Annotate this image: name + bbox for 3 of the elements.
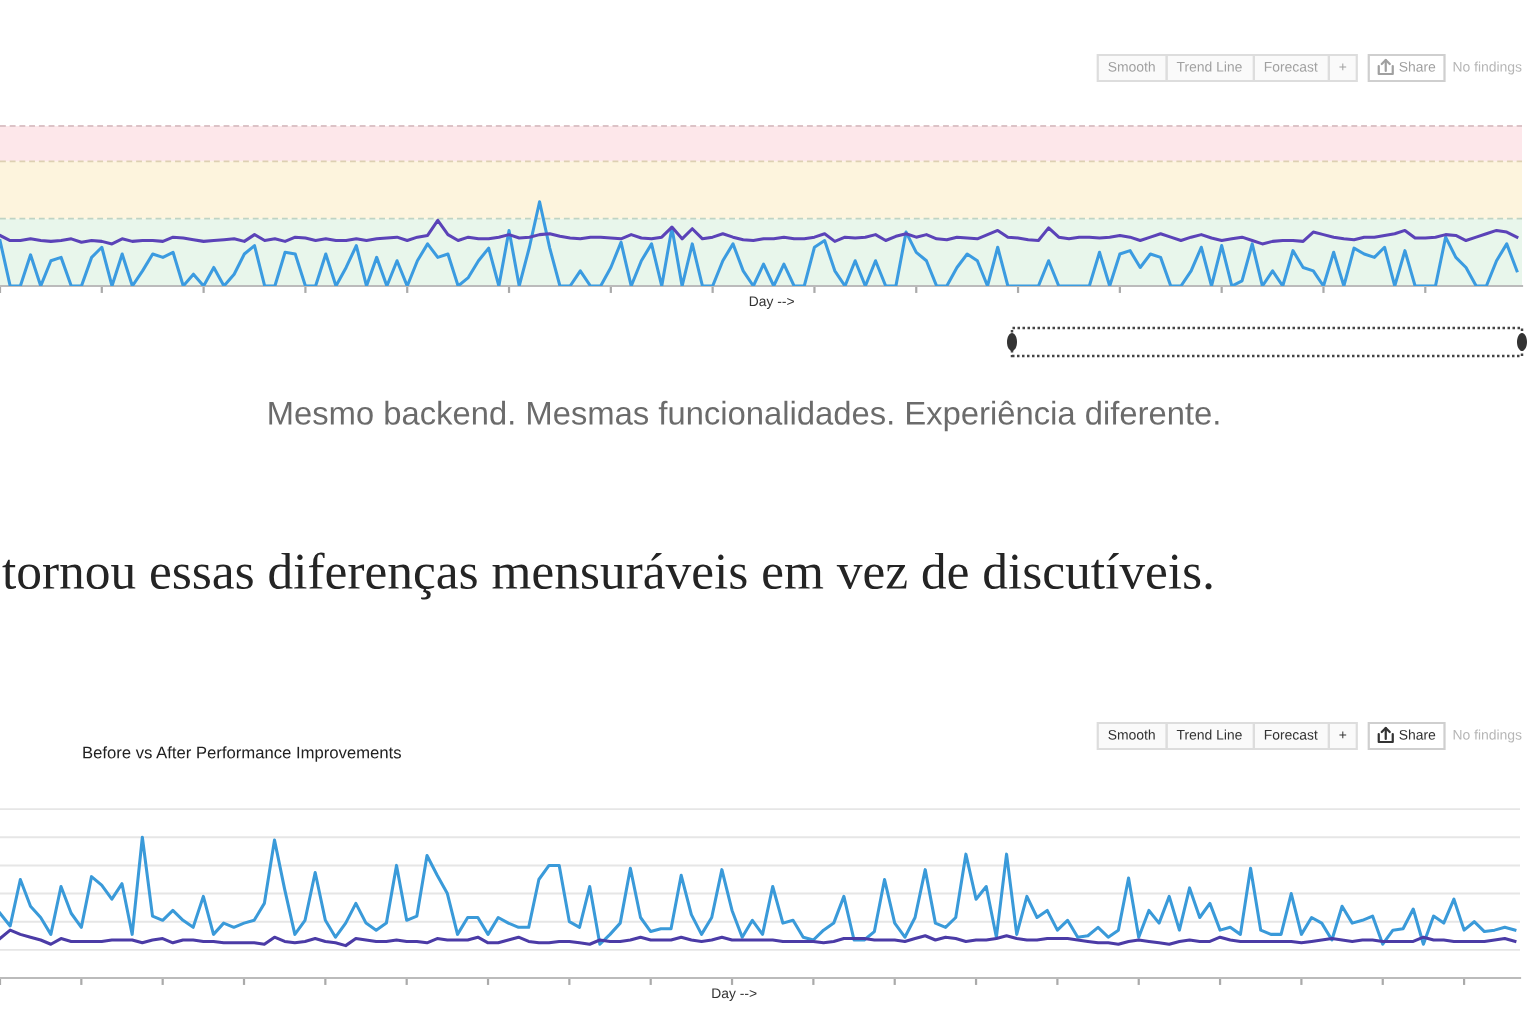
text: tornou essas diferenças mensuráveis em vez de discutíveis.: [2, 552, 1212, 600]
chart-title: Before vs After Performance Improvements: [83, 746, 401, 762]
text: Mesmo backend. Mesmas funcionalidades. Experiência diferente.: [269, 400, 1219, 432]
